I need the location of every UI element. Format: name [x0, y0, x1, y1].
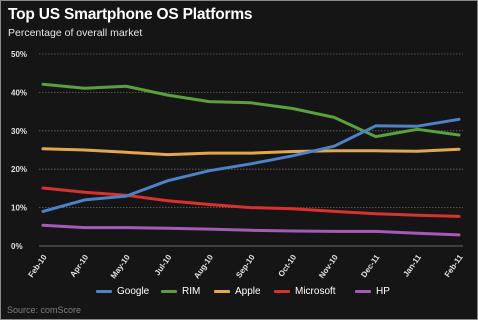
legend-swatch-microsoft [274, 289, 290, 293]
series-line-google [41, 117, 461, 213]
y-tick-label: 20% [11, 165, 27, 174]
legend-swatch-google [96, 289, 112, 293]
chart-title: Top US Smartphone OS Platforms [8, 6, 253, 23]
x-tick-label: Sep-10 [234, 253, 257, 280]
chart-subtitle: Percentage of overall market [8, 27, 143, 39]
y-tick-label: 40% [11, 88, 27, 97]
grid-layer [39, 53, 463, 247]
legend-label-apple: Apple [235, 285, 261, 297]
series-line-microsoft [41, 186, 461, 218]
legend-swatch-apple [214, 289, 230, 293]
legend-label-microsoft: Microsoft [295, 285, 336, 297]
x-tick-label: Jul-10 [153, 253, 174, 278]
series-line-hp [41, 223, 461, 237]
x-tick-label: May-10 [109, 253, 132, 281]
x-tick-label: Feb-11 [443, 253, 465, 279]
series-line-rim [41, 82, 461, 139]
legend-swatch-rim [161, 289, 177, 293]
legend: Google RIM Apple Microsoft HP [1, 284, 477, 298]
series-line-apple [41, 147, 461, 157]
x-tick-label: Dec-11 [359, 253, 381, 280]
x-tick-label: Feb-10 [26, 253, 48, 280]
source-note: Source: comScore [7, 305, 82, 315]
y-tick-label: 30% [11, 127, 27, 136]
legend-item-rim: RIM [161, 284, 200, 298]
x-tick-label: Aug-10 [192, 253, 215, 281]
y-tick-label: 50% [11, 50, 27, 59]
x-tick-label: Nov-10 [317, 253, 340, 280]
legend-swatch-hp [355, 289, 371, 293]
legend-item-apple: Apple [214, 284, 261, 298]
y-tick-labels: 0% 10% 20% 30% 40% 50% [11, 50, 27, 251]
y-tick-label: 10% [11, 204, 27, 213]
series-layer [41, 82, 461, 237]
x-tick-label: Apr-10 [68, 253, 90, 279]
x-tick-labels: Feb-10 Apr-10 May-10 Jul-10 Aug-10 Sep-10 Oct-… [26, 253, 464, 281]
legend-item-google: Google [96, 284, 149, 298]
legend-label-hp: HP [376, 285, 390, 297]
legend-label-google: Google [117, 285, 150, 297]
x-tick-label: Jan-11 [401, 253, 423, 279]
x-tick-label: Oct-10 [277, 253, 299, 279]
legend-item-microsoft: Microsoft [274, 284, 336, 298]
legend-label-rim: RIM [182, 285, 201, 297]
legend-item-hp: HP [355, 284, 390, 298]
y-tick-label: 0% [11, 242, 23, 251]
